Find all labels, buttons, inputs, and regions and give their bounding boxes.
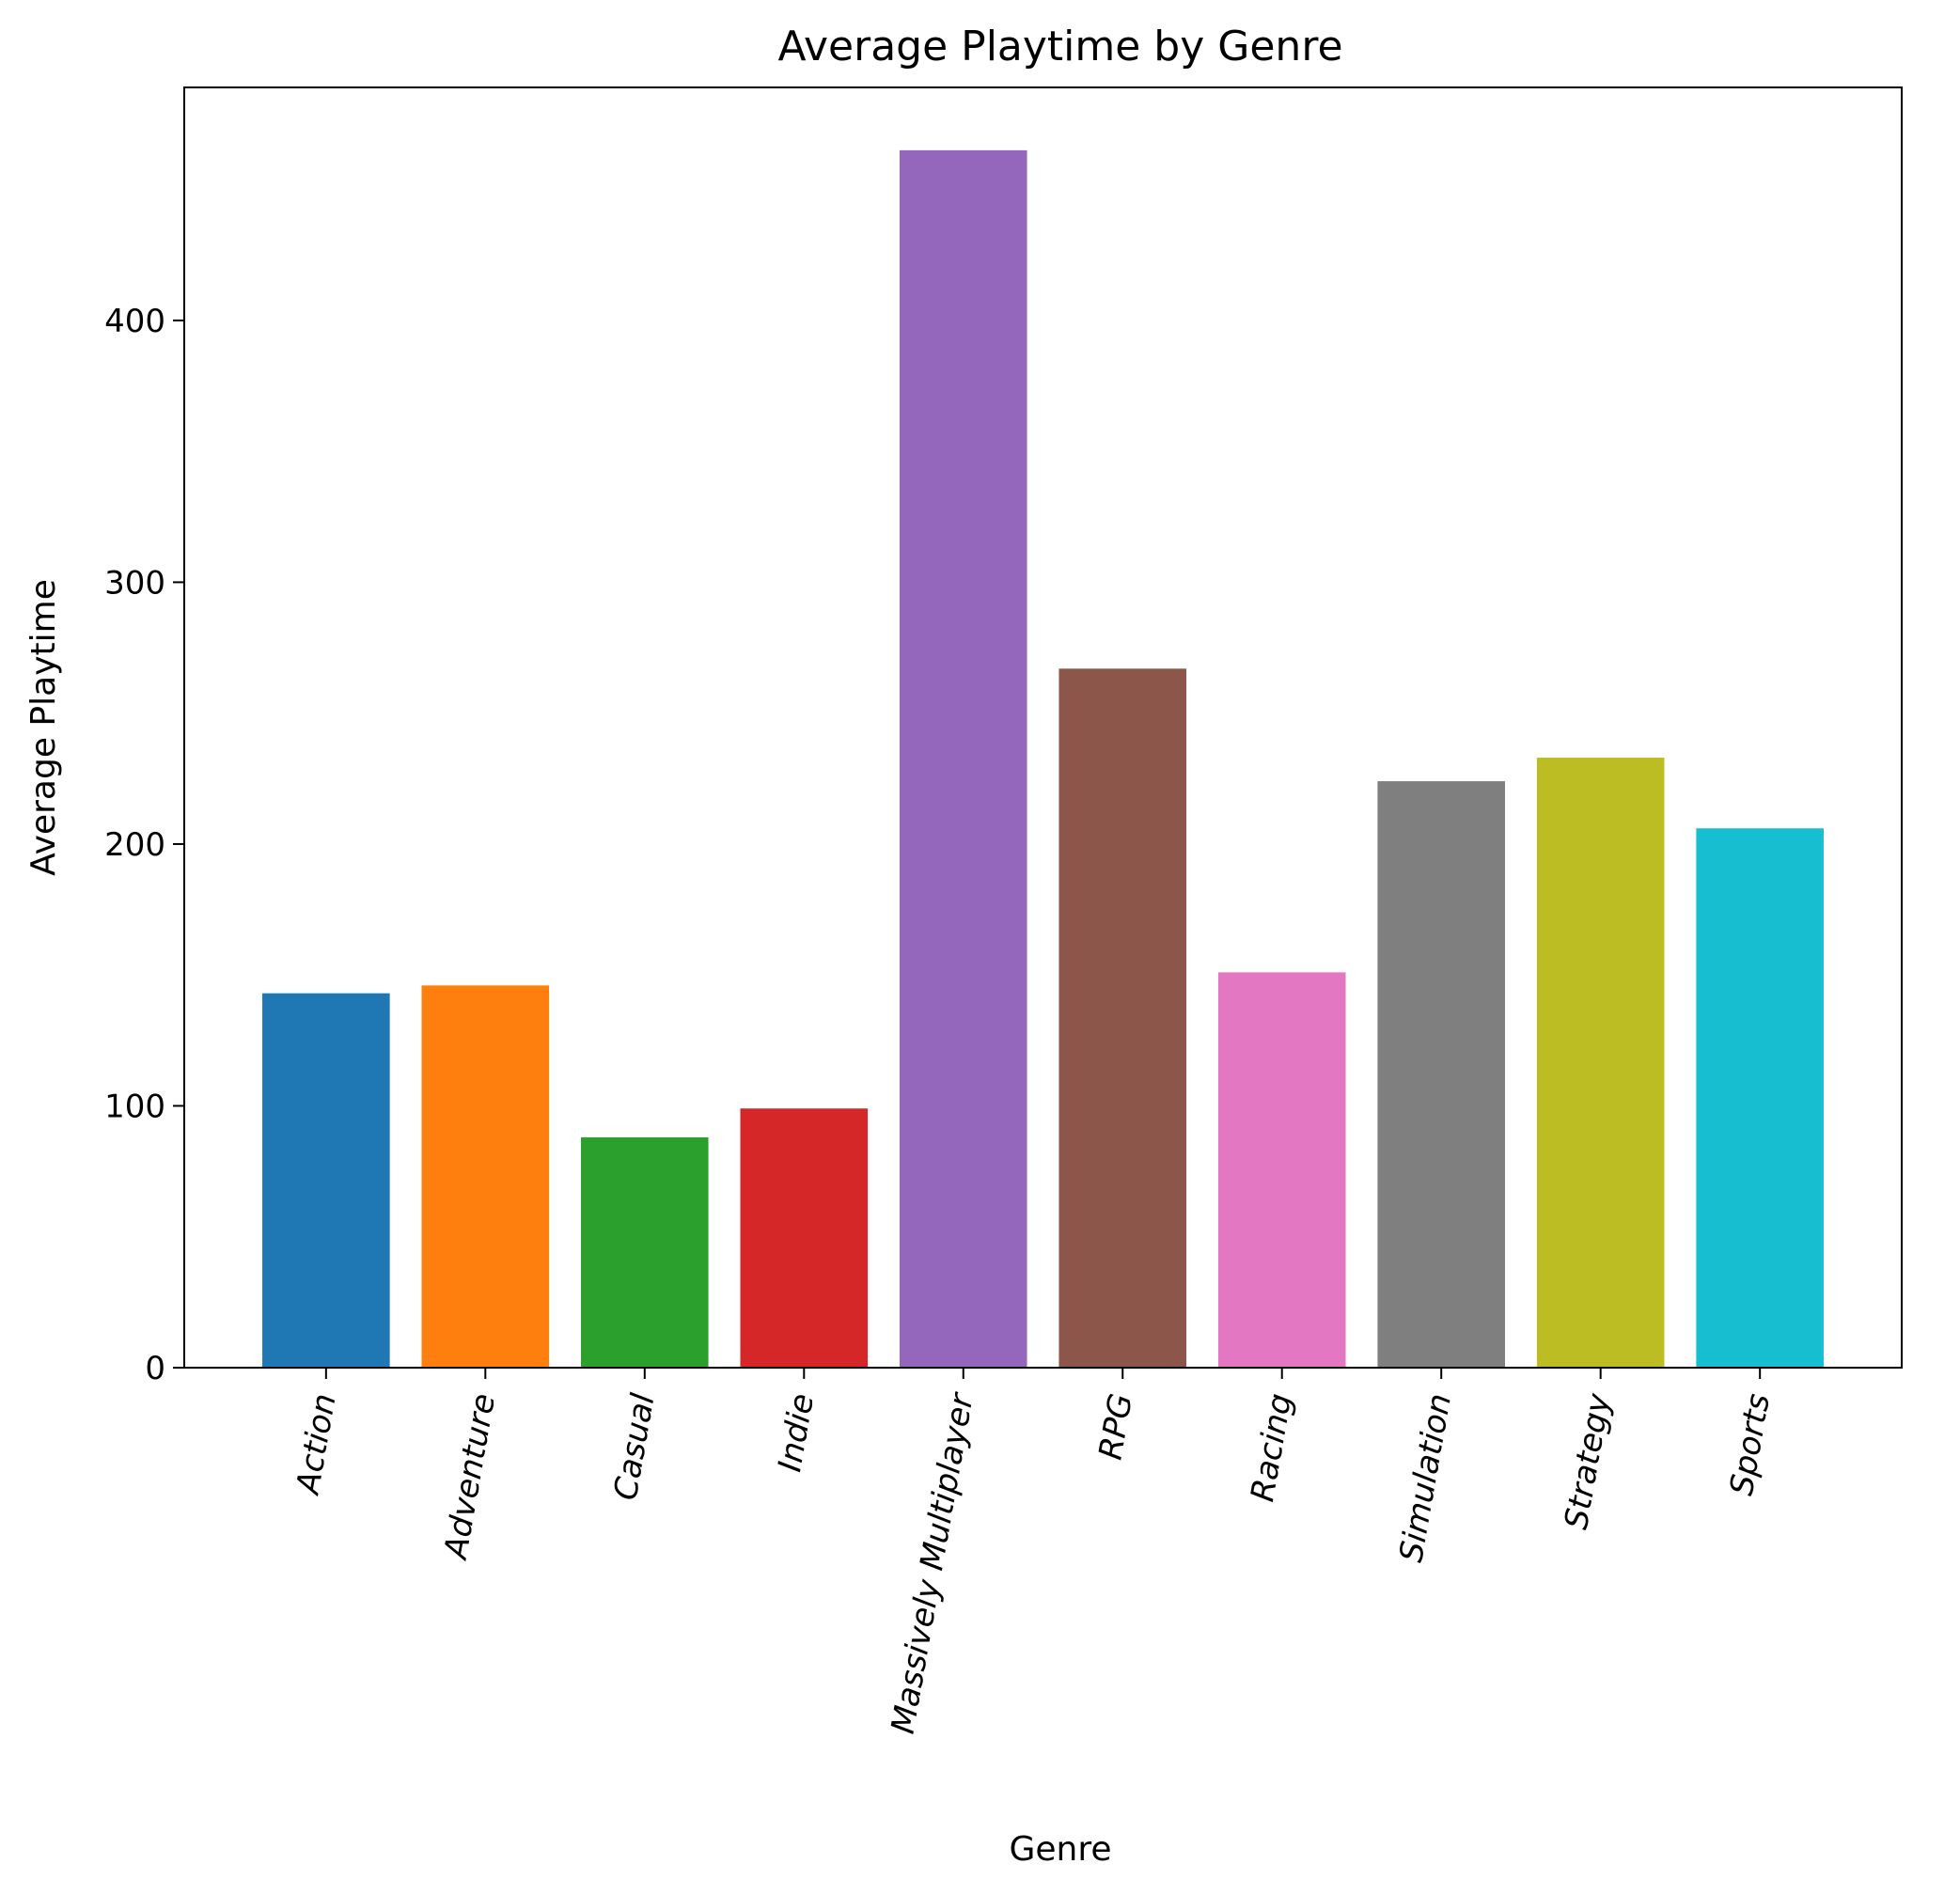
y-tick-label: 400 <box>104 303 165 340</box>
x-tick-label: Massively Multiplayer <box>885 1389 981 1737</box>
x-tick-label: Simulation <box>1392 1391 1459 1565</box>
y-tick-label: 200 <box>104 826 165 864</box>
bar-indie <box>740 1108 869 1368</box>
y-tick-label: 0 <box>145 1350 165 1387</box>
bar-casual <box>581 1136 709 1368</box>
y-axis-ticks: 0 100 200 300 400 <box>104 303 184 1387</box>
bar-rpg <box>1058 668 1187 1368</box>
bar-simulation <box>1377 781 1505 1368</box>
x-tick-label: RPG <box>1091 1391 1140 1463</box>
plot-frame <box>183 86 1903 1369</box>
chart-title: Average Playtime by Genre <box>777 23 1342 70</box>
x-tick-label: Action <box>289 1391 343 1498</box>
bars <box>262 149 1824 1368</box>
y-tick-label: 300 <box>104 564 165 602</box>
bar-sports <box>1696 828 1824 1368</box>
y-tick-label: 100 <box>104 1088 165 1125</box>
x-tick-label: Indie <box>771 1391 822 1475</box>
bar-adventure <box>421 985 550 1368</box>
x-tick-label: Adventure <box>437 1391 504 1563</box>
x-axis-label: Genre <box>1009 1830 1111 1869</box>
bar-action <box>262 993 390 1368</box>
x-tick-label: Sports <box>1723 1391 1778 1498</box>
bar-strategy <box>1536 758 1665 1368</box>
x-tick-label: Casual <box>606 1390 662 1503</box>
x-tick-label: Strategy <box>1558 1390 1619 1532</box>
bar-racing <box>1217 972 1346 1368</box>
y-axis-label: Average Playtime <box>24 579 63 876</box>
x-tick-label: Racing <box>1244 1391 1299 1505</box>
bar-massively-multiplayer <box>899 149 1027 1368</box>
x-axis-ticks: Action Adventure Casual Indie Massively Mult… <box>289 1368 1778 1736</box>
